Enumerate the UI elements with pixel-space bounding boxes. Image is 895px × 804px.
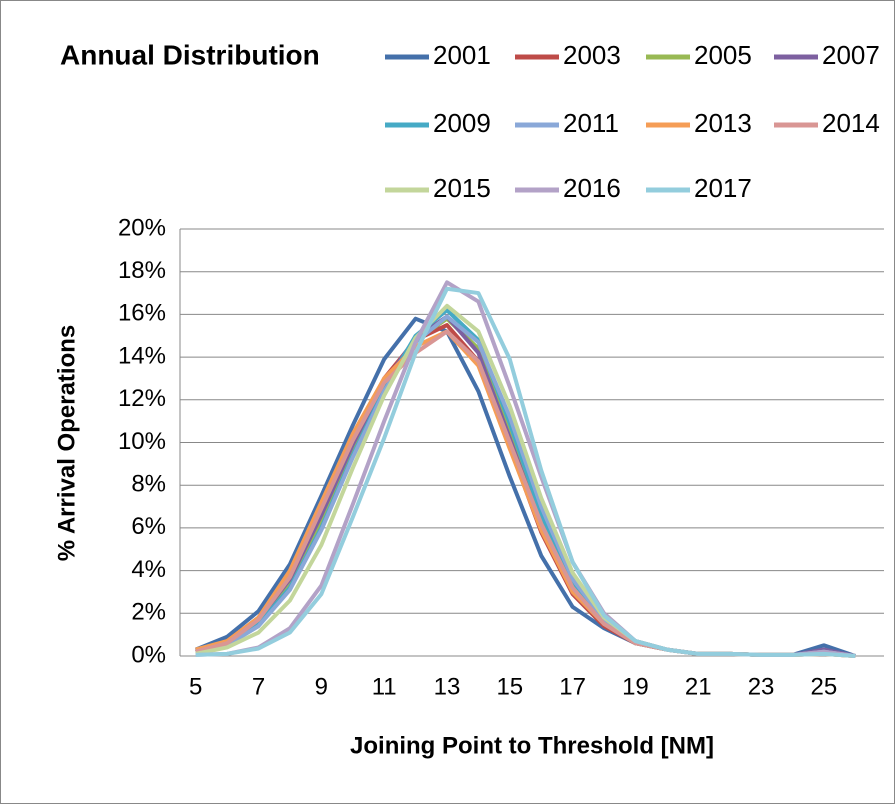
y-tick-label: 14% <box>118 342 166 369</box>
legend-label: 2014 <box>822 108 880 138</box>
legend-label: 2015 <box>433 173 491 203</box>
x-tick-label: 5 <box>189 673 202 700</box>
x-tick-label: 11 <box>372 673 397 700</box>
legend-label: 2009 <box>433 108 491 138</box>
x-tick-label: 13 <box>434 673 461 700</box>
x-tick-label: 21 <box>685 673 712 700</box>
legend-label: 2003 <box>563 40 621 70</box>
y-tick-label: 2% <box>131 599 166 626</box>
y-tick-label: 6% <box>131 513 166 540</box>
legend-label: 2007 <box>822 40 880 70</box>
y-tick-label: 10% <box>118 428 166 455</box>
y-tick-label: 16% <box>118 300 166 327</box>
x-axis-title: Joining Point to Threshold [NM] <box>350 732 714 759</box>
y-tick-label: 18% <box>118 257 166 284</box>
series-line <box>195 286 856 658</box>
x-tick-label: 7 <box>252 673 265 700</box>
legend-label: 2016 <box>563 173 621 203</box>
legend-label: 2001 <box>433 40 491 70</box>
chart-title: Annual Distribution <box>60 39 320 70</box>
legend-label: 2011 <box>563 108 619 138</box>
y-axis-title: % Arrival Operations <box>53 325 80 562</box>
x-tick-label: 15 <box>496 673 523 700</box>
x-tick-label: 23 <box>748 673 775 700</box>
x-tick-label: 19 <box>622 673 649 700</box>
y-tick-label: 8% <box>131 471 166 498</box>
legend-label: 2013 <box>694 108 752 138</box>
x-tick-label: 9 <box>315 673 328 700</box>
y-tick-label: 20% <box>118 214 166 241</box>
x-tick-label: 17 <box>559 673 586 700</box>
legend-label: 2017 <box>694 173 752 203</box>
legend-label: 2005 <box>694 40 752 70</box>
y-tick-label: 0% <box>131 641 166 668</box>
x-tick-label: 25 <box>811 673 838 700</box>
y-tick-label: 12% <box>118 385 166 412</box>
y-tick-label: 4% <box>131 556 166 583</box>
